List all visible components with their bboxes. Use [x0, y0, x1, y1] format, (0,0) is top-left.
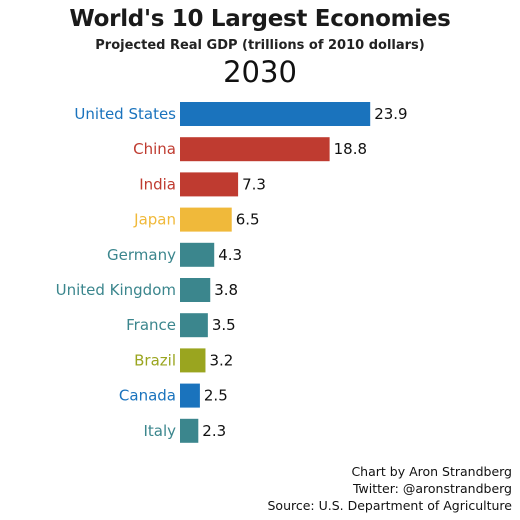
bar-china	[180, 137, 330, 162]
bar-italy	[180, 418, 199, 443]
bar-canada	[180, 383, 200, 408]
value-label-china: 18.8	[334, 140, 367, 158]
bar-brazil	[180, 348, 206, 373]
category-label-france: France	[126, 316, 176, 334]
category-label-japan: Japan	[133, 211, 176, 229]
value-label-united-kingdom: 3.8	[214, 281, 238, 299]
year-label: 2030	[223, 55, 297, 89]
credit-source: Source: U.S. Department of Agriculture	[267, 498, 512, 513]
category-label-india: India	[139, 175, 176, 193]
value-label-united-states: 23.9	[374, 105, 407, 123]
category-label-canada: Canada	[119, 387, 176, 405]
value-label-india: 7.3	[242, 175, 266, 193]
bar-japan	[180, 207, 232, 232]
bar-france	[180, 313, 208, 338]
category-label-brazil: Brazil	[134, 351, 176, 369]
credit-twitter: Twitter: @aronstrandberg	[352, 481, 512, 496]
bar-germany	[180, 242, 215, 267]
value-label-france: 3.5	[212, 316, 236, 334]
bar-united-states	[180, 102, 371, 126]
category-label-germany: Germany	[107, 246, 176, 264]
credits: Chart by Aron Strandberg Twitter: @arons…	[267, 463, 512, 514]
category-label-italy: Italy	[143, 422, 176, 440]
category-label-united-kingdom: United Kingdom	[56, 281, 176, 299]
chart-subtitle: Projected Real GDP (trillions of 2010 do…	[95, 38, 425, 53]
value-label-brazil: 3.2	[209, 351, 233, 369]
bar-united-kingdom	[180, 278, 211, 302]
category-label-united-states: United States	[74, 105, 176, 123]
credit-author: Chart by Aron Strandberg	[351, 464, 512, 479]
value-label-canada: 2.5	[204, 387, 228, 405]
value-label-germany: 4.3	[218, 246, 242, 264]
value-label-italy: 2.3	[202, 422, 226, 440]
bar-india	[180, 172, 239, 197]
value-label-japan: 6.5	[236, 211, 260, 229]
chart-title: World's 10 Largest Economies	[69, 6, 451, 32]
category-label-china: China	[133, 140, 176, 158]
